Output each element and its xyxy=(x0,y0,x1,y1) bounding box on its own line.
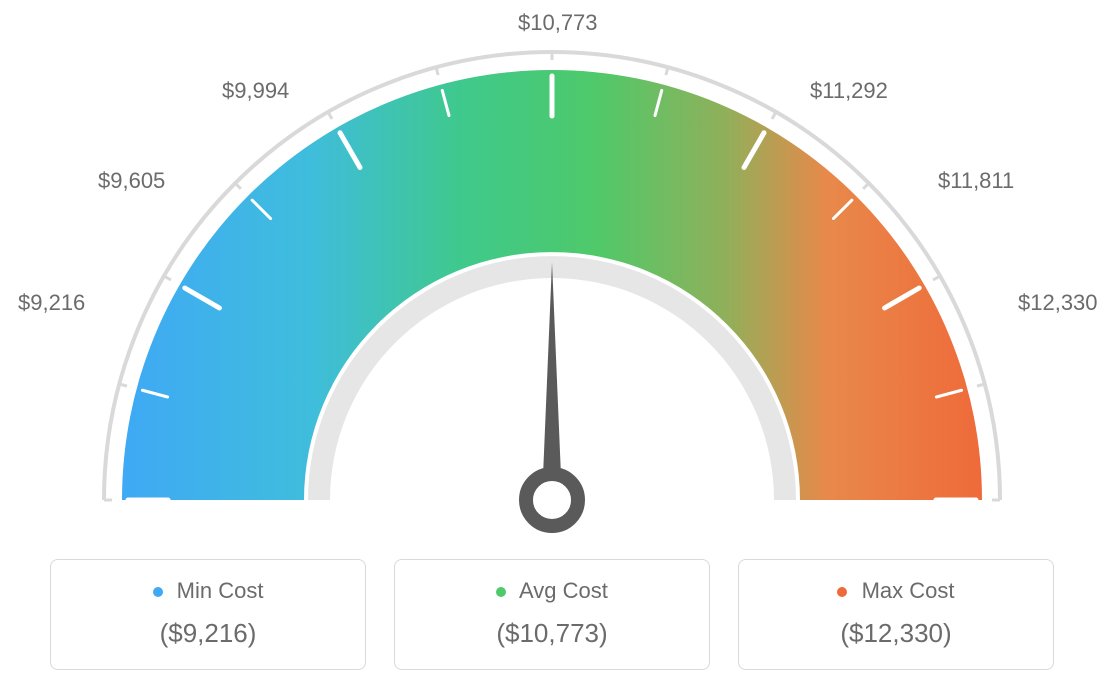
avg-dot-icon xyxy=(496,587,506,597)
gauge-tick-label: $10,773 xyxy=(518,10,598,36)
min-cost-label: Min Cost xyxy=(177,578,264,603)
max-cost-label: Max Cost xyxy=(862,578,955,603)
gauge-tick-label: $11,811 xyxy=(938,168,1014,194)
max-cost-value: ($12,330) xyxy=(749,618,1043,649)
avg-cost-label: Avg Cost xyxy=(519,578,608,603)
min-cost-value: ($9,216) xyxy=(61,618,355,649)
summary-cards: Min Cost ($9,216) Avg Cost ($10,773) Max… xyxy=(0,559,1104,670)
avg-cost-card: Avg Cost ($10,773) xyxy=(394,559,710,670)
min-cost-title: Min Cost xyxy=(61,578,355,604)
gauge-tick-label: $12,330 xyxy=(1018,290,1098,316)
gauge-tick-label: $9,216 xyxy=(18,290,85,316)
gauge-area: $9,216 $9,605 $9,994 $10,773 $11,292 $11,811 $… xyxy=(0,0,1104,540)
gauge-tick-label: $9,605 xyxy=(98,168,165,194)
max-cost-title: Max Cost xyxy=(749,578,1043,604)
gauge-tick-label: $9,994 xyxy=(222,78,289,104)
min-dot-icon xyxy=(153,587,163,597)
max-dot-icon xyxy=(837,587,847,597)
min-cost-card: Min Cost ($9,216) xyxy=(50,559,366,670)
gauge-chart-container: $9,216 $9,605 $9,994 $10,773 $11,292 $11,811 $… xyxy=(0,0,1104,690)
gauge-tick-label: $11,292 xyxy=(810,78,888,104)
gauge-svg xyxy=(72,20,1032,540)
avg-cost-title: Avg Cost xyxy=(405,578,699,604)
max-cost-card: Max Cost ($12,330) xyxy=(738,559,1054,670)
avg-cost-value: ($10,773) xyxy=(405,618,699,649)
